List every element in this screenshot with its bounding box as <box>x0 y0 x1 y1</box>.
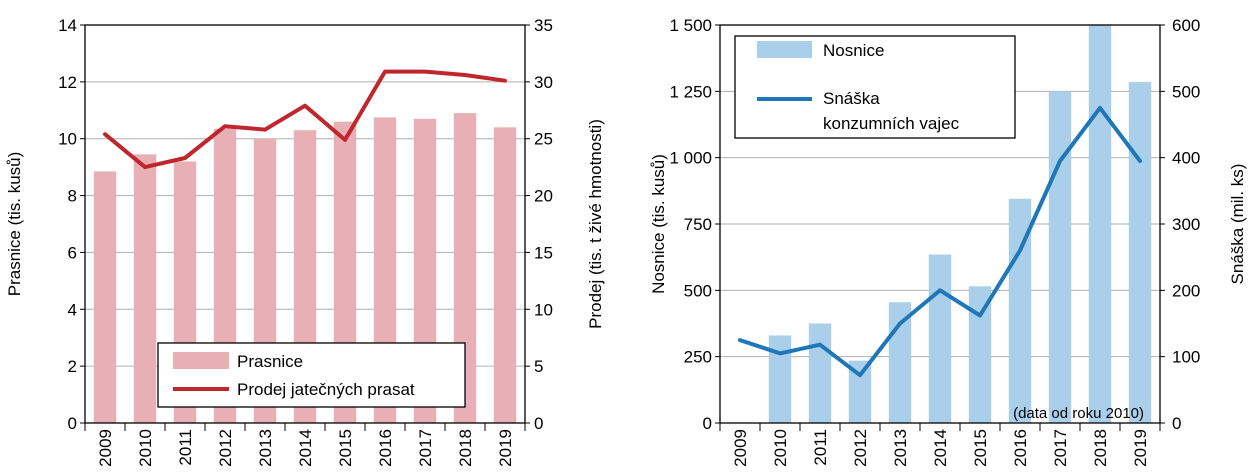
y-left-tick-label: 500 <box>684 281 712 300</box>
bar <box>1088 25 1112 423</box>
x-tick-label: 2018 <box>1091 429 1110 467</box>
legend-label: Snáška <box>823 89 880 108</box>
legend-label: konzumních vajec <box>823 114 960 133</box>
y-left-tick-label: 8 <box>68 187 77 206</box>
x-tick-label: 2019 <box>496 429 515 467</box>
y-left-tick-label: 1 250 <box>669 82 712 101</box>
bar <box>928 254 952 423</box>
y-left-tick-label: 1 500 <box>669 16 712 35</box>
y-left-tick-label: 0 <box>68 414 77 433</box>
hen-chart: 0 250 500 750 1 000 1 250 1 500 0 100 200 300 400 50… <box>649 16 1247 467</box>
y-right-tick-label: 500 <box>1172 82 1200 101</box>
x-tick-label: 2011 <box>176 429 195 466</box>
y-right-tick-label: 30 <box>534 73 553 92</box>
pig-chart: 0 2 4 6 8 10 12 14 0 5 10 15 20 25 30 35 2009 2010 2011 201… <box>5 16 605 467</box>
y-right-axis-title: Snáška (mil. ks) <box>1228 164 1247 285</box>
y-right-tick-label: 5 <box>534 357 543 376</box>
bar <box>1128 82 1152 424</box>
bar <box>968 286 992 423</box>
x-tick-label: 2015 <box>971 429 990 467</box>
legend-swatch-bar <box>757 41 812 58</box>
bar <box>493 127 517 423</box>
y-right-tick-label: 25 <box>534 130 553 149</box>
y-right-axis-title: Prodej (tis. t živé hmotnosti) <box>586 119 605 329</box>
legend: Prasnice Prodej jatečných prasat <box>157 342 466 408</box>
y-left-tick-label: 12 <box>58 73 77 92</box>
x-tick-label: 2015 <box>336 429 355 467</box>
x-tick-label: 2017 <box>416 429 435 467</box>
legend-label: Nosnice <box>823 41 884 60</box>
bar <box>808 323 832 423</box>
x-tick-label: 2010 <box>771 429 790 467</box>
y-right-tick-label: 400 <box>1172 149 1200 168</box>
plot-frame <box>84 24 526 424</box>
bar <box>133 154 157 423</box>
x-tick-label: 2011 <box>811 429 830 466</box>
y-left-tick-label: 6 <box>68 243 77 262</box>
x-tick-label: 2016 <box>376 429 395 467</box>
x-tick-label: 2018 <box>456 429 475 467</box>
y-right-tick-label: 300 <box>1172 215 1200 234</box>
bar <box>768 335 792 423</box>
y-left-tick-label: 250 <box>684 348 712 367</box>
x-tick-label: 2013 <box>256 429 275 467</box>
y-right-tick-label: 35 <box>534 16 553 35</box>
x-tick-label: 2009 <box>731 429 750 467</box>
y-left-tick-label: 14 <box>58 16 77 35</box>
bar <box>1048 91 1072 423</box>
y-right-tick-label: 15 <box>534 243 553 262</box>
y-left-axis-title: Prasnice (tis. kusů) <box>5 152 24 297</box>
legend-label: Prodej jatečných prasat <box>237 380 415 399</box>
y-left-tick-label: 10 <box>58 130 77 149</box>
legend-label: Prasnice <box>237 352 303 371</box>
bar <box>1008 198 1032 423</box>
y-right-tick-label: 0 <box>1172 414 1181 433</box>
x-tick-label: 2016 <box>1011 429 1030 467</box>
bar <box>848 360 872 423</box>
y-left-axis-title: Nosnice (tis. kusů) <box>649 154 668 294</box>
series-line <box>103 69 507 170</box>
legend: Nosnice Snáška konzumních vajec <box>734 35 1016 139</box>
y-right-tick-label: 20 <box>534 187 553 206</box>
x-tick-label: 2014 <box>931 429 950 467</box>
annotation: (data od roku 2010) <box>1013 405 1144 422</box>
plot-frame <box>719 24 1161 424</box>
x-tick-label: 2017 <box>1051 429 1070 467</box>
y-left-tick-label: 4 <box>68 300 77 319</box>
x-tick-label: 2019 <box>1131 429 1150 467</box>
y-right-tick-label: 10 <box>534 300 553 319</box>
x-tick-label: 2014 <box>296 429 315 467</box>
y-left-tick-label: 2 <box>68 357 77 376</box>
x-tick-label: 2010 <box>136 429 155 467</box>
legend-swatch-bar <box>173 352 229 369</box>
y-right-tick-label: 0 <box>534 414 543 433</box>
y-left-tick-label: 1 000 <box>669 149 712 168</box>
bar <box>888 302 912 423</box>
y-left-tick-label: 750 <box>684 215 712 234</box>
bar <box>93 171 117 423</box>
y-right-tick-label: 200 <box>1172 281 1200 300</box>
y-right-tick-label: 100 <box>1172 348 1200 367</box>
x-tick-label: 2009 <box>96 429 115 467</box>
y-left-tick-label: 0 <box>703 414 712 433</box>
x-tick-label: 2012 <box>216 429 235 467</box>
x-tick-label: 2013 <box>891 429 910 467</box>
x-tick-label: 2012 <box>851 429 870 467</box>
series-line <box>738 105 1142 378</box>
y-right-tick-label: 600 <box>1172 16 1200 35</box>
